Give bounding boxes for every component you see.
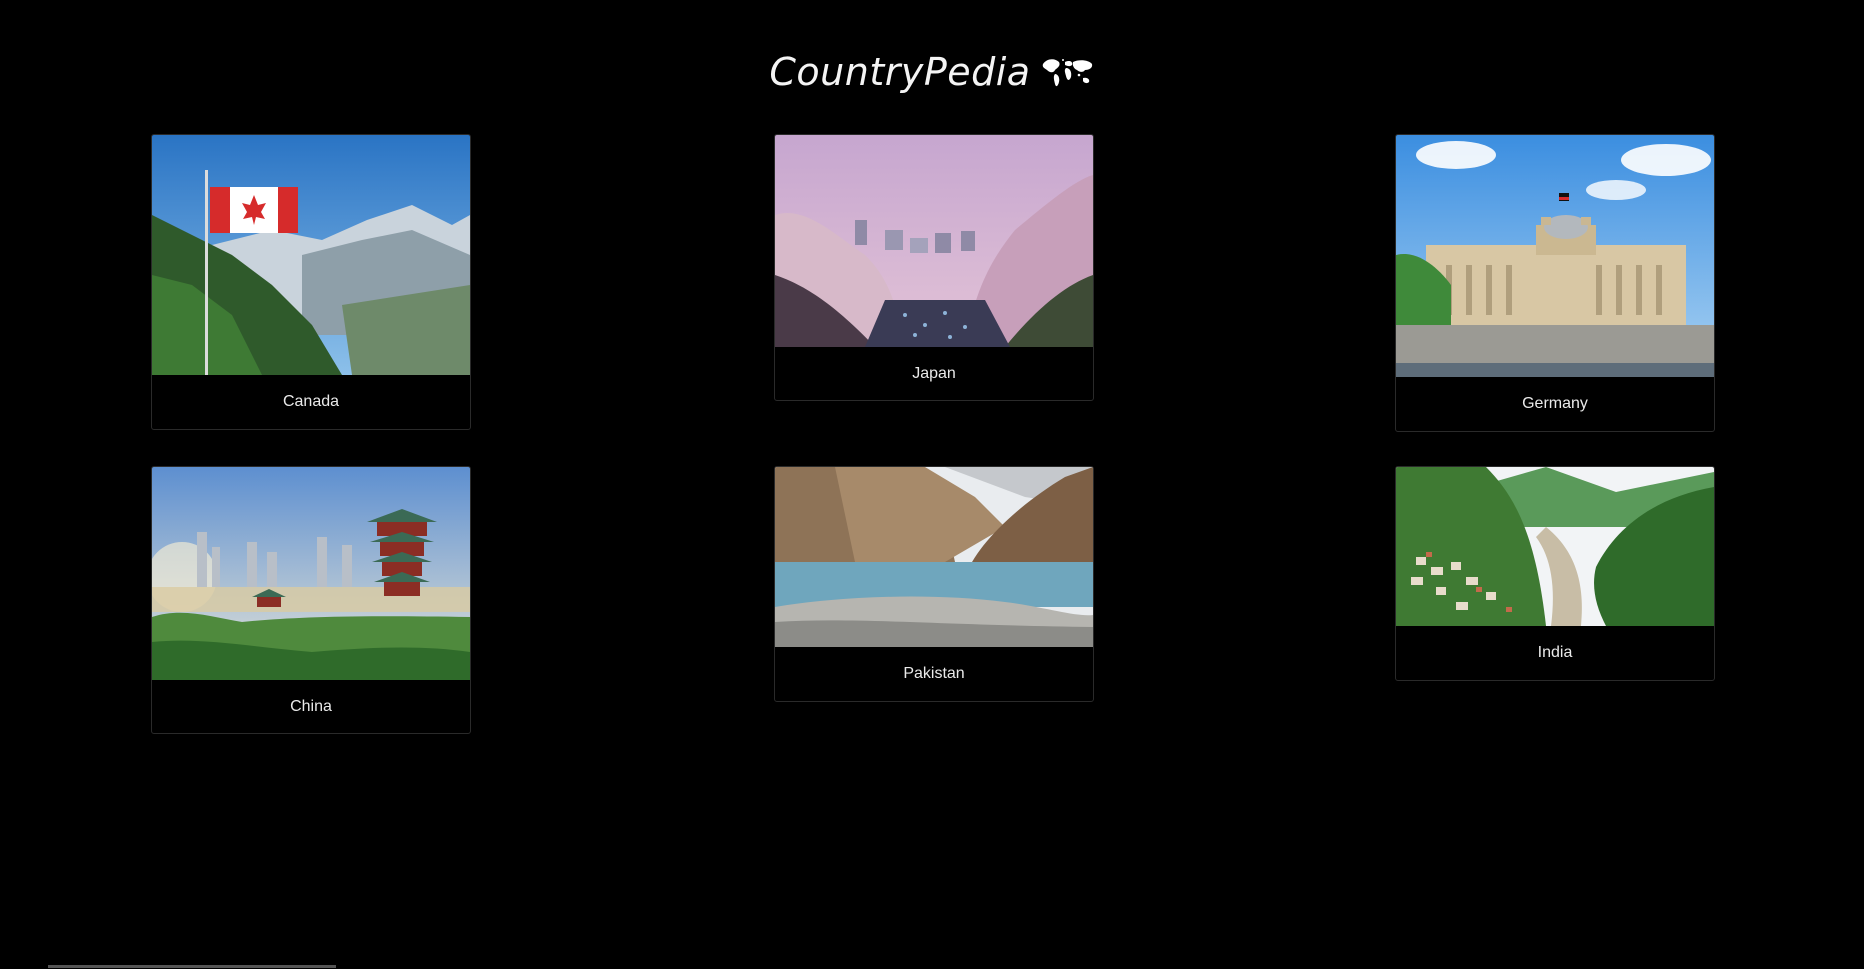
site-title[interactable]: CountryPedia — [769, 50, 1031, 94]
country-card-germany[interactable]: Germany — [1395, 134, 1715, 432]
china-photo — [152, 467, 470, 680]
site-header: CountryPedia — [0, 44, 1864, 100]
canada-photo — [152, 135, 470, 375]
germany-photo — [1396, 135, 1714, 377]
country-name: Pakistan — [903, 665, 965, 682]
horizontal-scrollbar[interactable] — [48, 965, 336, 968]
world-map-icon — [1042, 59, 1092, 87]
japan-photo — [775, 135, 1093, 347]
india-photo — [1396, 467, 1714, 626]
pakistan-photo — [775, 467, 1093, 647]
country-name: Japan — [912, 365, 956, 382]
country-name: Germany — [1522, 395, 1588, 412]
country-card-india[interactable]: India — [1395, 466, 1715, 681]
country-card-japan[interactable]: Japan — [774, 134, 1094, 401]
country-card-china[interactable]: China — [151, 466, 471, 734]
country-card-pakistan[interactable]: Pakistan — [774, 466, 1094, 702]
country-name: Canada — [282, 393, 340, 410]
country-card-canada[interactable]: Canada — [151, 134, 471, 430]
country-name: India — [1537, 644, 1573, 661]
country-name: China — [290, 698, 332, 715]
